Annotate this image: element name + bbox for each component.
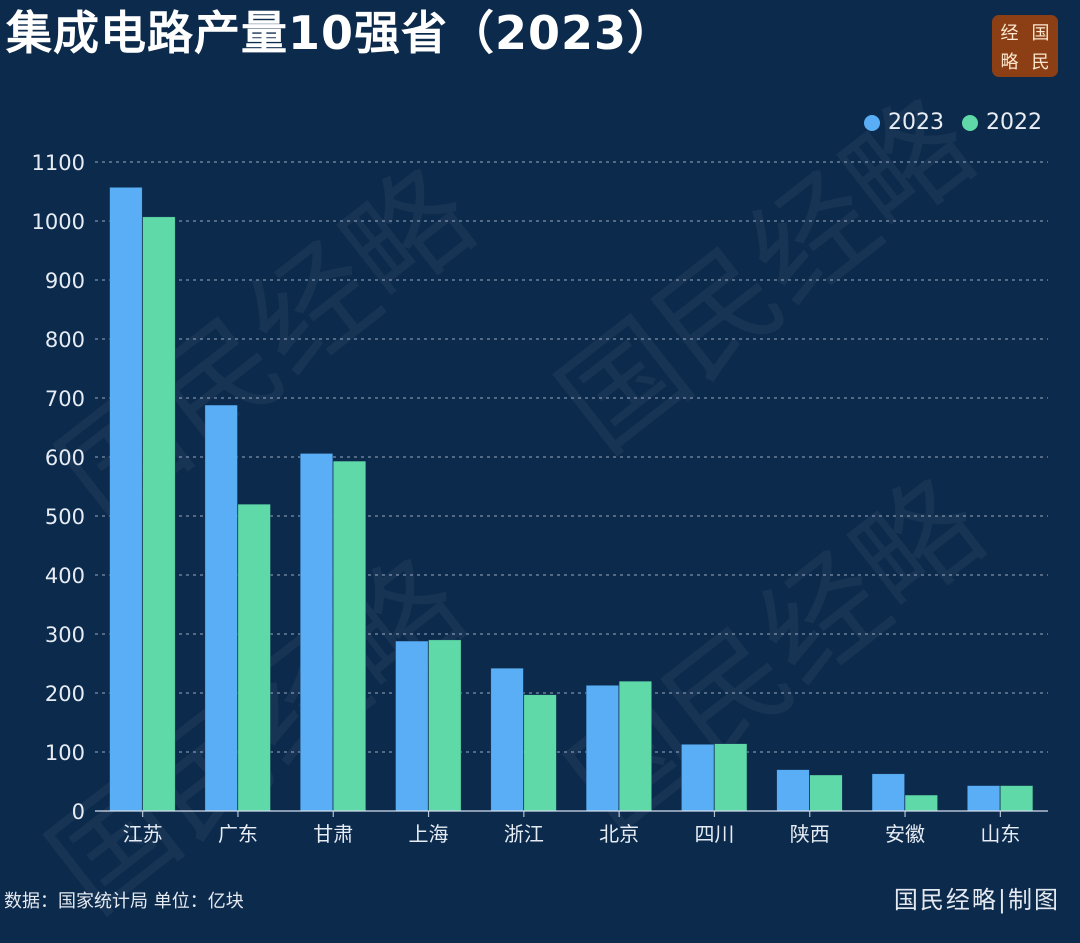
- legend-dot-icon: [962, 114, 978, 131]
- bar-2023[interactable]: [871, 773, 905, 812]
- x-tick-label: 甘肃: [313, 822, 353, 846]
- bar-2022[interactable]: [142, 216, 176, 812]
- x-tick-label: 四川: [694, 822, 734, 846]
- x-axis: 江苏 广东 甘肃 上海 浙江 北京 四川 陕西 安徽 山东: [95, 810, 1048, 846]
- logo-char: 民: [1031, 51, 1050, 73]
- x-tick-label: 上海: [409, 822, 449, 846]
- bar-2022[interactable]: [618, 680, 652, 812]
- bar-2023[interactable]: [585, 685, 619, 812]
- legend-item-2022[interactable]: 2022: [962, 110, 1042, 135]
- y-tick-label: 500: [45, 505, 85, 529]
- y-tick-label: 100: [45, 741, 85, 765]
- bar-2022[interactable]: [428, 639, 462, 812]
- chart-title: 集成电路产量10强省（2023）: [6, 6, 675, 60]
- y-tick-label: 700: [45, 387, 85, 411]
- brand-credit: 国民经略|制图: [893, 886, 1060, 914]
- bar-2022[interactable]: [714, 743, 748, 812]
- bar-2023[interactable]: [204, 404, 238, 812]
- bar-2023[interactable]: [395, 640, 429, 812]
- x-tick-label: 陕西: [790, 822, 830, 846]
- y-axis: 0 100 200 300 400 500 600 700 800 900 1000 1100: [32, 151, 85, 824]
- bar-2022[interactable]: [333, 460, 366, 812]
- bar-2023[interactable]: [967, 785, 1001, 812]
- x-tick-label: 山东: [980, 822, 1020, 846]
- legend-label: 2022: [986, 110, 1042, 135]
- bar-2022[interactable]: [1000, 785, 1034, 812]
- y-tick-label: 600: [45, 446, 85, 470]
- grid-lines: [95, 161, 1048, 753]
- logo-char: 略: [1000, 51, 1019, 73]
- bar-2022[interactable]: [809, 774, 843, 812]
- legend-label: 2023: [888, 110, 944, 135]
- bar-2023[interactable]: [776, 769, 810, 812]
- legend-dot-icon: [864, 114, 880, 131]
- logo-char: 经: [1000, 22, 1019, 44]
- bar-2023[interactable]: [300, 453, 333, 812]
- bar-2023[interactable]: [681, 744, 715, 812]
- logo-char: 国: [1031, 22, 1050, 44]
- y-tick-label: 200: [45, 682, 85, 706]
- chart-legend: 2023 2022: [864, 110, 1042, 135]
- x-tick-label: 江苏: [123, 822, 163, 846]
- x-tick-label: 浙江: [504, 822, 544, 846]
- bar-2023[interactable]: [109, 187, 143, 812]
- bar-2022[interactable]: [904, 794, 938, 812]
- y-tick-label: 300: [45, 623, 85, 647]
- y-tick-label: 1100: [32, 151, 85, 175]
- brand-logo: 经 国 略 民: [992, 15, 1058, 77]
- bars: [109, 187, 1034, 812]
- y-tick-label: 900: [45, 269, 85, 293]
- bar-2023[interactable]: [490, 667, 524, 812]
- data-source-note: 数据：国家统计局 单位：亿块: [4, 891, 244, 912]
- x-tick-label: 北京: [599, 822, 639, 846]
- y-tick-label: 0: [72, 800, 85, 824]
- x-tick-label: 广东: [218, 822, 258, 846]
- x-tick-label: 安徽: [885, 822, 925, 846]
- bar-2022[interactable]: [523, 694, 557, 812]
- y-tick-label: 800: [45, 328, 85, 352]
- y-tick-label: 400: [45, 564, 85, 588]
- legend-item-2023[interactable]: 2023: [864, 110, 944, 135]
- y-tick-label: 1000: [32, 210, 85, 234]
- bar-2022[interactable]: [237, 503, 271, 812]
